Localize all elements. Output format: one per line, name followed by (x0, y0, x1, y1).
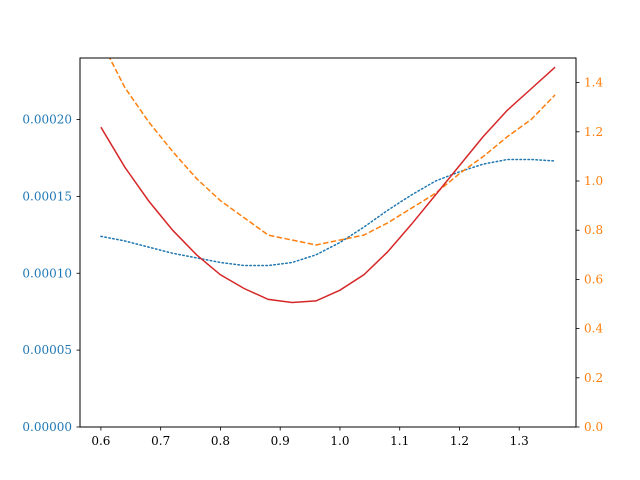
left-y-tick-label: 0.00000 (22, 420, 72, 434)
plot-frame (79, 57, 577, 428)
right-y-tick-label: 0.0 (584, 420, 603, 434)
right-y-tick-label: 0.4 (584, 322, 603, 336)
x-tick-label: 1.0 (330, 434, 349, 448)
x-tick-label: 0.8 (211, 434, 230, 448)
x-tick-label: 1.2 (450, 434, 469, 448)
series-layer (100, 58, 556, 304)
right-y-tick-label: 0.8 (584, 223, 603, 237)
left-y-tick-label: 0.00010 (22, 266, 72, 280)
x-tick-label: 1.1 (390, 434, 409, 448)
series-line-dotted (100, 158, 556, 267)
x-tick-label: 0.9 (271, 434, 290, 448)
x-tick-label: 0.7 (151, 434, 170, 448)
left-y-tick-label: 0.00020 (22, 113, 72, 127)
series-line-solid (100, 66, 556, 304)
right-y-tick-label: 1.0 (584, 174, 603, 188)
axes-layer: 0.6 0.7 0.8 0.9 1.0 1.1 1.2 1.3 0.00000 0.00005 0.… (22, 57, 603, 448)
left-y-tick-label: 0.00015 (22, 189, 72, 203)
right-y-tick-label: 0.2 (584, 371, 603, 385)
right-y-tick-label: 0.6 (584, 272, 603, 286)
left-y-tick-label: 0.00005 (22, 343, 72, 357)
series-line-dashed (108, 58, 556, 246)
right-y-tick-label: 1.4 (584, 76, 603, 90)
x-tick-label: 1.3 (510, 434, 529, 448)
right-y-tick-label: 1.2 (584, 125, 603, 139)
x-tick-label: 0.6 (91, 434, 110, 448)
